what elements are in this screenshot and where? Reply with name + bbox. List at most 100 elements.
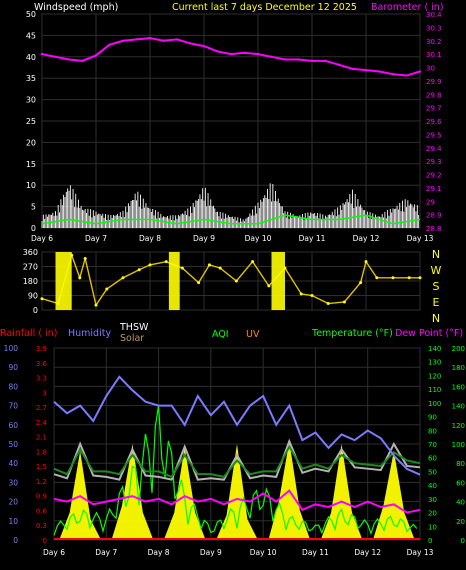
direction-axis-tick: 270 xyxy=(23,263,38,272)
humidity-axis-tick: 60 xyxy=(8,421,18,430)
wind-direction-point xyxy=(78,276,82,280)
direction-axis-tick: 180 xyxy=(23,277,38,286)
wind-direction-point xyxy=(105,287,109,291)
x-tick-label: Day 12 xyxy=(354,548,381,557)
wind-axis-tick: 20 xyxy=(26,138,36,147)
barometer-axis-tick: 28.8 xyxy=(426,225,442,233)
barometer-point xyxy=(418,70,422,73)
wind-barometer-panel: 0 5 10 15 20 25 30 35 40 45 50 28.8 28.9 29 29.1 29.2 29… xyxy=(26,2,444,243)
thsw-line xyxy=(53,438,421,481)
temperature-line xyxy=(53,444,421,479)
direction-axis-tick: 360 xyxy=(23,248,38,257)
temperature-axis-tick: 50 xyxy=(428,468,437,476)
wind-direction-point xyxy=(121,276,125,280)
wind-axis-tick: 45 xyxy=(26,31,36,40)
barometer-point xyxy=(310,59,314,63)
temperature-axis-tick: 140 xyxy=(428,345,441,353)
wind-direction-point xyxy=(418,276,422,280)
barometer-point xyxy=(108,43,111,46)
temperature-axis-tick: 70 xyxy=(428,441,437,449)
barometer-axis-tick: 29.9 xyxy=(426,78,442,86)
humidity-axis-tick: 90 xyxy=(8,363,18,372)
wind-direction-point xyxy=(359,281,363,285)
barometer-point xyxy=(297,58,300,61)
aqi-axis-tick: 80 xyxy=(456,460,465,468)
x-tick-label: Day 6 xyxy=(31,234,53,243)
temperature-axis-tick: 110 xyxy=(428,386,441,394)
wind-direction-point xyxy=(364,260,368,264)
rainfall-axis-tick: 3.9 xyxy=(36,345,47,353)
x-tick-label: Day 8 xyxy=(139,234,161,243)
temperature-axis-tick: 20 xyxy=(428,510,437,518)
barometer-point xyxy=(324,59,327,63)
aqi-axis-tick: 180 xyxy=(452,364,465,372)
wind-axis-tick: 30 xyxy=(26,96,36,105)
temperature-axis-tick: 40 xyxy=(428,482,437,490)
humidity-axis-tick: 100 xyxy=(4,344,19,353)
humidity-axis-tick: 30 xyxy=(8,478,18,487)
legend-temperature: Temperature (°F) xyxy=(311,328,393,339)
wind-direction-point xyxy=(40,297,44,301)
barometer-axis-tick: 29.7 xyxy=(426,105,442,113)
wind-axis-tick: 10 xyxy=(26,181,36,190)
wind-direction-point xyxy=(267,284,271,288)
humidity-axis-tick: 70 xyxy=(8,402,18,411)
humidity-line xyxy=(53,375,421,476)
barometer-point xyxy=(148,36,152,40)
wind-axis-tick: 5 xyxy=(31,203,36,212)
x-tick-label: Day 11 xyxy=(299,234,326,243)
humidity-axis-tick: 10 xyxy=(8,517,18,526)
barometer-axis-tick: 29.4 xyxy=(426,145,442,153)
rainfall-axis-tick: 1.2 xyxy=(36,478,47,486)
temperature-axis-tick: 130 xyxy=(428,359,441,367)
temperature-axis-tick: 90 xyxy=(428,414,437,422)
rainfall-axis-tick: 2.1 xyxy=(36,434,47,442)
wind-direction-point xyxy=(83,256,87,260)
legend-solar: Solar xyxy=(120,333,144,344)
wind-direction-point xyxy=(137,268,141,272)
compass-label: W xyxy=(431,264,442,277)
x-tick-label: Day 10 xyxy=(250,548,277,557)
wind-direction-point xyxy=(391,276,395,280)
barometer-axis-tick: 30.4 xyxy=(426,11,442,19)
temperature-axis-tick: 10 xyxy=(428,523,437,531)
barometer-axis-tick: 29 xyxy=(426,198,435,206)
aqi-line xyxy=(53,405,418,536)
windspeed-axis-title: Windspeed (mph) xyxy=(34,2,118,13)
rainfall-axis-tick: 0.9 xyxy=(36,493,47,501)
barometer-axis-tick: 30.3 xyxy=(426,24,442,32)
temperature-axis-tick: 0 xyxy=(428,537,432,545)
aqi-axis-tick: 140 xyxy=(452,403,465,411)
compass-label: N xyxy=(432,248,440,261)
humidity-axis-tick: 40 xyxy=(8,459,18,468)
wind-direction-point xyxy=(375,276,379,280)
aqi-axis-tick: 160 xyxy=(452,383,465,391)
wind-direction-point xyxy=(310,294,314,297)
barometer-axis-tick: 29.6 xyxy=(426,118,442,126)
wind-direction-point xyxy=(197,281,201,285)
rainfall-axis-tick: 0.3 xyxy=(36,522,47,530)
wind-direction-point xyxy=(180,266,184,270)
barometer-axis-title: Barometer ( in) xyxy=(371,2,444,13)
barometer-point xyxy=(216,50,219,53)
aqi-axis-tick: 0 xyxy=(461,537,465,545)
legend-rainfall: Rainfall ( in) xyxy=(0,328,57,339)
barometer-axis-tick: 30 xyxy=(426,65,435,73)
barometer-axis-tick: 28.9 xyxy=(426,212,442,220)
barometer-point xyxy=(283,58,287,61)
rainfall-axis-tick: 0 xyxy=(43,537,47,545)
wind-direction-band xyxy=(168,252,180,310)
barometer-point xyxy=(229,52,233,56)
x-tick-label: Day 13 xyxy=(407,548,434,557)
wind-direction-point xyxy=(218,266,222,270)
x-tick-label: Day 7 xyxy=(95,548,117,557)
temperature-axis-tick: 120 xyxy=(428,372,441,380)
wind-direction-point xyxy=(342,300,346,304)
temperature-axis-tick: 30 xyxy=(428,496,437,504)
barometer-axis-tick: 30.2 xyxy=(426,38,442,46)
barometer-point xyxy=(40,52,44,56)
barometer-axis-tick: 29.8 xyxy=(426,91,442,99)
